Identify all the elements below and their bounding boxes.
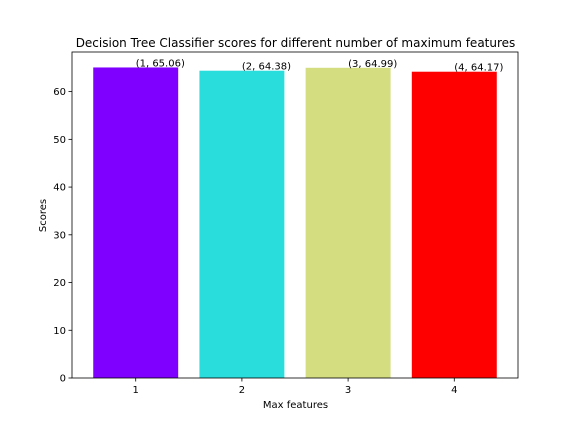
x-axis-label: Max features <box>263 400 328 411</box>
x-tick-label-1: 1 <box>133 385 139 396</box>
bar-2 <box>199 70 285 379</box>
x-tick-label-3: 3 <box>345 385 351 396</box>
plot-area: (1, 65.06) (2, 64.38) (3, 64.99) (4, 64.17)… <box>53 51 519 396</box>
bar-label-2: (2, 64.38) <box>242 62 291 73</box>
y-tick-label-10: 10 <box>53 326 66 337</box>
y-tick-label-50: 50 <box>53 135 66 146</box>
bar-1 <box>93 67 179 378</box>
bar-label-4: (4, 64.17) <box>454 63 503 74</box>
axes-frame <box>71 51 519 379</box>
bar-label-3: (3, 64.99) <box>348 59 397 70</box>
y-tick-label-20: 20 <box>53 278 66 289</box>
y-tick-label-40: 40 <box>53 183 66 194</box>
bar-label-1: (1, 65.06) <box>136 58 185 69</box>
chart-title: Decision Tree Classifier scores for diff… <box>76 36 516 50</box>
y-tick-label-30: 30 <box>53 230 66 241</box>
bar-3 <box>305 67 391 378</box>
y-tick-label-0: 0 <box>60 374 66 385</box>
x-tick-label-4: 4 <box>451 385 457 396</box>
y-axis-label: Scores <box>38 199 49 232</box>
x-tick-label-2: 2 <box>239 385 245 396</box>
bar-4 <box>411 71 497 378</box>
y-tick-label-60: 60 <box>53 87 66 98</box>
